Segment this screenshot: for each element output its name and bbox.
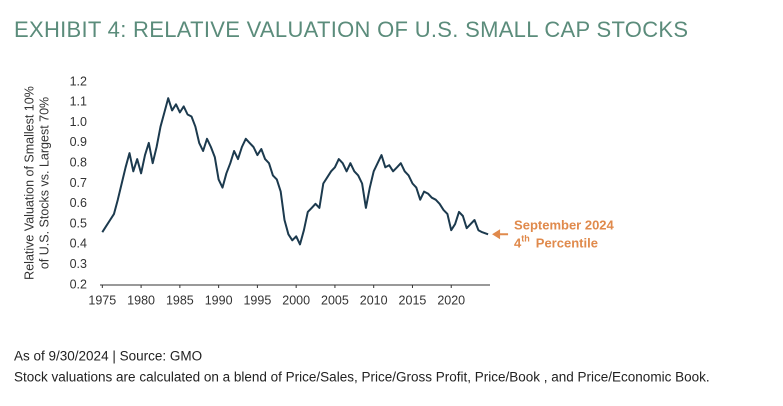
x-tick-label: 1980 <box>127 293 155 307</box>
y-tick-label: 1.0 <box>70 115 87 129</box>
annotation-text: September 2024 <box>514 218 614 233</box>
annotation-arrowhead <box>492 229 501 240</box>
y-tick-label: 1.1 <box>70 95 87 109</box>
x-tick-label: 1990 <box>205 293 233 307</box>
y-label-line: Relative Valuation of Smallest 10% <box>22 86 36 280</box>
y-axis-label: Relative Valuation of Smallest 10% of U.… <box>22 86 51 280</box>
x-tick-label: 2005 <box>321 293 349 307</box>
y-tick-label: 0.6 <box>70 196 87 210</box>
annotation-text: 4th Percentile <box>514 234 598 251</box>
y-tick-label: 1.2 <box>70 74 87 88</box>
footnote: Stock valuations are calculated on a ble… <box>14 370 710 385</box>
y-tick-label: 0.5 <box>70 216 87 230</box>
data-line <box>101 97 489 246</box>
x-tick-label: 1975 <box>88 293 116 307</box>
y-tick-label: 0.7 <box>70 176 87 190</box>
x-tick-label: 2000 <box>282 293 310 307</box>
y-tick-label: 0.4 <box>70 237 87 251</box>
x-tick-label: 2020 <box>437 293 465 307</box>
x-tick-label: 1985 <box>166 293 194 307</box>
chart-title: EXHIBIT 4: RELATIVE VALUATION OF U.S. SM… <box>14 17 688 42</box>
x-tick-label: 2015 <box>399 293 427 307</box>
annotation-word: Percentile <box>536 236 598 251</box>
y-tick-label: 0.8 <box>70 155 87 169</box>
x-tick-label: 1995 <box>243 293 271 307</box>
annotation-number: 4 <box>514 236 522 251</box>
y-label-line: of U.S. Stocks vs. Largest 70% <box>37 97 51 269</box>
y-tick-label: 0.2 <box>70 277 87 291</box>
y-tick-label: 0.9 <box>70 135 87 149</box>
y-tick-label: 0.3 <box>70 257 87 271</box>
annotation-suffix: th <box>521 234 530 244</box>
x-tick-label: 2010 <box>360 293 388 307</box>
footnote: As of 9/30/2024 | Source: GMO <box>14 349 202 364</box>
